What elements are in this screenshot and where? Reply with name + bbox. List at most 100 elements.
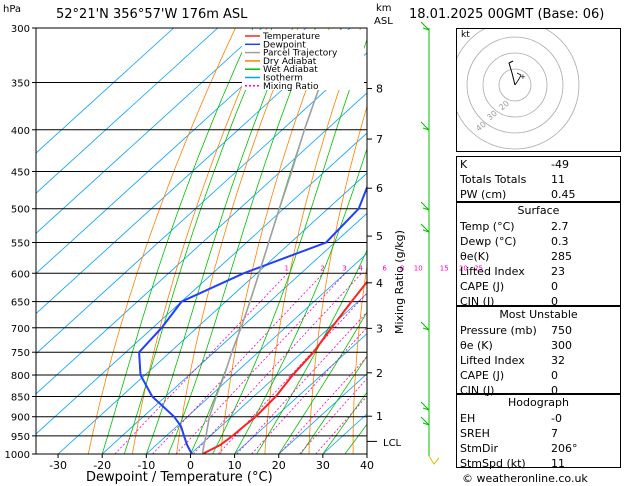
pressure-tick-label: 950 [11, 432, 30, 443]
wet-adiabat-line [300, 355, 367, 454]
km-tick-label: 4 [376, 277, 383, 290]
dry-adiabat-line [132, 28, 268, 454]
surface-table: Surface Temp (°C) 2.7 Dewp (°C) 0.3 θe(K) 2… [456, 202, 621, 308]
plot-frame [35, 27, 368, 455]
unstable-li-value: 32 [551, 354, 565, 367]
wind-barb [420, 223, 430, 233]
parcel-trajectory [201, 28, 343, 454]
km-tick-label: 7 [376, 133, 383, 146]
pw-value: 0.45 [551, 188, 576, 201]
sreh-value: 7 [551, 427, 558, 440]
unstable-cape-label: CAPE (J) [460, 369, 505, 382]
asl-unit-label: ASL [374, 16, 393, 27]
temperature-tick-label: -10 [137, 459, 155, 472]
copyright-label: © weatheronline.co.uk [462, 472, 588, 485]
mixing-ratio-line [192, 273, 362, 454]
mixing-ratio-tick-label: 4 [359, 264, 364, 272]
mixing-ratio-line [236, 311, 367, 454]
pressure-tick-label: 350 [11, 79, 30, 90]
mixing-ratio-tick-label: 6 [382, 264, 387, 272]
pressure-tick-label: 700 [11, 324, 30, 335]
wind-barb [420, 201, 430, 211]
mixing-ratio-tick-label: 8 [400, 264, 404, 272]
wind-barb [420, 21, 430, 31]
isotherm-line [36, 28, 351, 315]
isotherm-line [36, 52, 367, 355]
mixing-ratio-line [279, 356, 367, 454]
isotherm-line [57, 172, 367, 454]
surface-cape-value: 0 [551, 280, 558, 293]
stmspd-value: 11 [551, 457, 565, 470]
km-unit-label: km [376, 3, 392, 14]
surface-theta-value: 285 [551, 250, 572, 263]
indices-table: K -49 Totals Totals 11 PW (cm) 0.45 [456, 156, 621, 202]
hodograph-plot: + [450, 20, 580, 150]
isotherm-line [36, 28, 174, 154]
pressure-tick-label: 600 [11, 269, 30, 280]
wind-barb [420, 401, 430, 411]
surface-temp-value: 2.7 [551, 220, 569, 233]
wet-adiabat-line [256, 249, 367, 454]
isotherm-line [146, 252, 367, 454]
surface-title: Surface [517, 204, 560, 217]
legend-box [242, 30, 364, 90]
temperature-tick-label: 0 [187, 459, 194, 472]
temperature-tick-label: -30 [49, 459, 67, 472]
legend-entry: Parcel Trajectory [263, 49, 338, 59]
mixing-ratio-line [315, 395, 367, 454]
x-axis-label: Dewpoint / Temperature (°C) [86, 470, 273, 485]
surface-cape-label: CAPE (J) [460, 280, 505, 293]
unstable-cape-value: 0 [551, 369, 558, 382]
unstable-cin-label: CIN (J) [460, 384, 495, 397]
pressure-tick-label: 1000 [5, 450, 30, 461]
legend-entry: Wet Adiabat [263, 65, 318, 75]
dry-adiabat-line [352, 263, 367, 454]
legend-entry: Mixing Ratio [263, 82, 319, 92]
sreh-label: SREH [460, 427, 490, 440]
lcl-label: LCL [383, 438, 402, 449]
surface-li-label: Lifted Index [460, 265, 525, 278]
km-tick-label: 6 [376, 182, 383, 195]
unstable-theta-label: θe (K) [460, 339, 493, 352]
totals-label: Totals Totals [460, 173, 527, 186]
unstable-cin-value: 0 [551, 384, 558, 397]
wind-barb-surface [428, 455, 440, 465]
surface-dewp-label: Dewp (°C) [460, 235, 517, 248]
wet-adiabat-line [278, 311, 367, 454]
mixing-ratio-line [251, 326, 367, 454]
legend-entry: Temperature [262, 32, 320, 42]
legend-entry: Isotherm [263, 74, 303, 84]
km-tick-label: 8 [376, 83, 383, 96]
km-tick-label: 3 [376, 322, 383, 335]
temperature-tick-label: 20 [272, 459, 286, 472]
stmdir-label: StmDir [460, 442, 499, 455]
stmdir-value: 206° [551, 442, 578, 455]
temperature-profile [201, 280, 367, 454]
legend-entry: Dry Adiabat [263, 57, 317, 67]
k-index-value: -49 [551, 158, 569, 171]
isotherm-line [36, 92, 367, 395]
mixing-ratio-tick-label: 25 [474, 264, 483, 272]
pressure-tick-label: 650 [11, 298, 30, 309]
km-tick-label: 2 [376, 367, 383, 380]
mixing-ratio-line [299, 377, 367, 454]
surface-dewp-value: 0.3 [551, 235, 569, 248]
surface-li-value: 23 [551, 265, 565, 278]
hpa-unit-label: hPa [3, 4, 22, 15]
k-index-label: K [460, 158, 468, 171]
pressure-tick-label: 300 [11, 24, 30, 35]
unstable-li-label: Lifted Index [460, 354, 525, 367]
wet-adiabat-line [168, 28, 316, 454]
isotherm-line [101, 212, 367, 454]
mixing-ratio-tick-label: 2 [320, 264, 324, 272]
surface-cin-label: CIN (J) [460, 295, 495, 308]
pressure-tick-label: 850 [11, 392, 30, 403]
isotherm-line [278, 373, 367, 454]
mixing-ratio-axis-label: Mixing Ratio (g/kg) [393, 230, 406, 334]
eh-label: EH [460, 412, 476, 425]
mixing-ratio-tick-label: 3 [342, 264, 346, 272]
hodograph-table: Hodograph EH -0 SREH 7 StmDir 206° StmSpd (… [456, 394, 621, 470]
unstable-pres-label: Pressure (mb) [460, 324, 537, 337]
temperature-tick-label: 40 [360, 459, 374, 472]
pressure-tick-label: 450 [11, 167, 30, 178]
